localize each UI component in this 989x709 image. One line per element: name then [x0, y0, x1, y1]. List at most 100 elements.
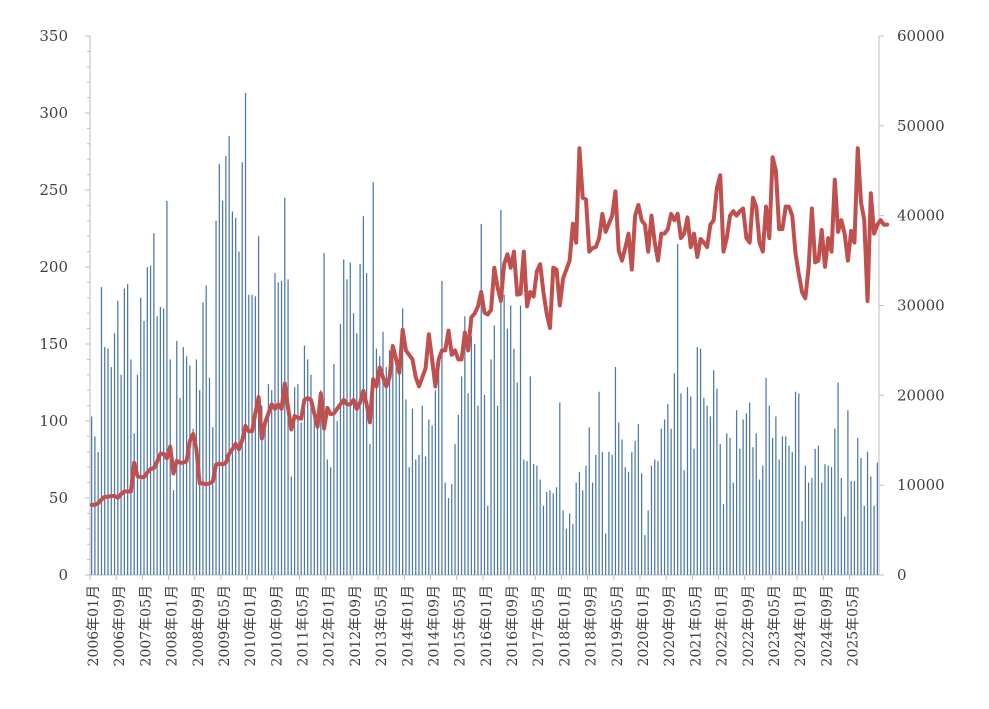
- bar: [631, 451, 633, 575]
- bar: [415, 459, 417, 575]
- bar: [405, 399, 407, 575]
- bar: [444, 482, 446, 575]
- bar: [768, 405, 770, 575]
- bar: [339, 323, 342, 575]
- bar: [500, 210, 502, 575]
- x-tick-label: 2006年01月: [86, 585, 102, 666]
- bar: [817, 445, 820, 575]
- bar: [582, 490, 584, 575]
- bar: [667, 404, 669, 575]
- x-tick-label: 2013年05月: [374, 585, 390, 666]
- x-tick-label: 2010年01月: [243, 585, 259, 666]
- left-tick-label: 250: [39, 181, 68, 199]
- bar: [490, 359, 492, 575]
- bar: [811, 477, 813, 575]
- bar: [156, 316, 158, 575]
- bar: [248, 294, 250, 575]
- bar: [127, 283, 129, 575]
- bar: [316, 427, 319, 575]
- bar: [333, 364, 335, 575]
- bar: [824, 464, 826, 575]
- bar: [169, 359, 171, 575]
- right-tick-label: 20000: [897, 386, 945, 404]
- right-tick-label: 60000: [897, 27, 945, 45]
- bar: [366, 273, 368, 575]
- bar: [179, 397, 181, 575]
- bar: [857, 437, 859, 575]
- bar: [454, 444, 456, 575]
- bar: [280, 280, 283, 575]
- x-tick-label: 2016年01月: [479, 585, 495, 666]
- bar: [807, 482, 810, 575]
- bar: [683, 470, 685, 575]
- bar: [438, 359, 440, 575]
- bar: [159, 307, 162, 575]
- bar: [866, 451, 869, 575]
- bar: [595, 454, 597, 575]
- bar: [225, 156, 227, 575]
- bar: [641, 473, 643, 575]
- bar: [778, 459, 780, 575]
- bar: [287, 279, 289, 575]
- left-tick-label: 300: [39, 104, 68, 122]
- bar: [516, 382, 518, 575]
- left-tick-label: 50: [49, 489, 68, 507]
- bar: [104, 347, 106, 575]
- bar: [185, 356, 188, 575]
- bar: [791, 451, 793, 575]
- left-tick-label: 100: [39, 412, 68, 430]
- bar: [205, 285, 207, 575]
- bar: [519, 305, 522, 575]
- x-tick-label: 2018年09月: [584, 585, 600, 666]
- bar: [474, 344, 476, 575]
- bar: [644, 534, 646, 575]
- bar: [532, 464, 535, 575]
- bar: [771, 437, 774, 575]
- bar: [451, 484, 453, 575]
- bar: [392, 344, 394, 575]
- bar: [388, 350, 391, 575]
- bar: [762, 465, 764, 575]
- bar: [297, 384, 299, 575]
- bar: [359, 263, 361, 575]
- bar: [572, 524, 574, 575]
- bar: [870, 476, 872, 575]
- right-axis-ticks: 0 10000 20000 30000 40000 50000 60000: [897, 27, 945, 584]
- bar: [703, 397, 705, 575]
- bar: [605, 533, 607, 575]
- bar: [798, 393, 800, 575]
- line-series-layer: [89, 146, 890, 507]
- x-tick-label: 2009年05月: [217, 585, 233, 666]
- bar: [663, 419, 666, 575]
- bar: [696, 347, 698, 575]
- bar: [834, 428, 836, 575]
- bar: [591, 482, 594, 575]
- bar: [176, 340, 178, 575]
- bar: [369, 444, 371, 575]
- bar: [614, 367, 617, 575]
- bar: [346, 279, 348, 575]
- bar: [385, 367, 387, 575]
- bar: [431, 425, 433, 575]
- bar: [398, 374, 400, 575]
- x-tick-label: 2012年09月: [348, 585, 364, 666]
- bar: [375, 348, 378, 575]
- bar: [722, 504, 725, 575]
- bar: [320, 390, 322, 575]
- bar: [526, 461, 528, 575]
- bar: [539, 479, 541, 575]
- bar: [189, 365, 191, 575]
- bar: [830, 467, 833, 575]
- bar: [464, 316, 466, 575]
- bar: [418, 454, 420, 575]
- bar: [742, 419, 744, 575]
- bar: [172, 490, 175, 575]
- x-tick-label: 2021年05月: [688, 585, 704, 666]
- bar: [745, 413, 748, 575]
- bar: [863, 505, 865, 575]
- bar: [238, 251, 240, 575]
- bar: [523, 459, 525, 575]
- x-tick-label: 2018年01月: [557, 585, 573, 666]
- bar: [356, 333, 358, 575]
- bar: [575, 482, 577, 575]
